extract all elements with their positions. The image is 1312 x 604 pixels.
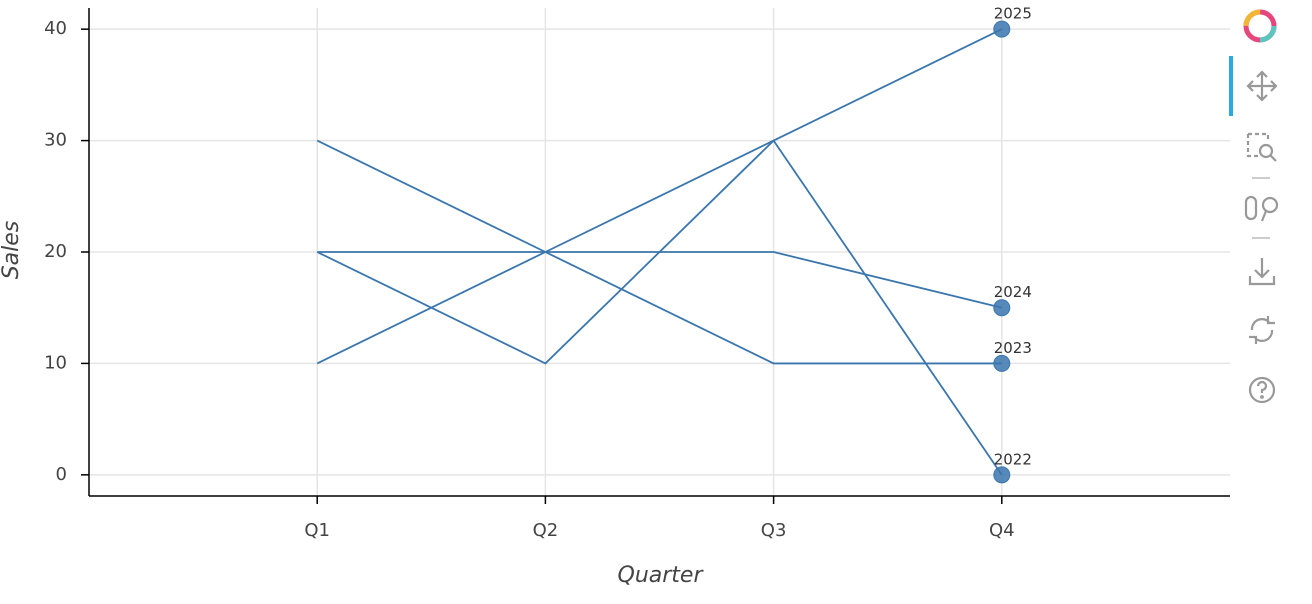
x-axis-title: Quarter: [618, 563, 705, 588]
box-zoom-tool[interactable]: [1246, 132, 1277, 162]
end-point: [993, 20, 1011, 38]
end-label: 2022: [994, 450, 1032, 468]
y-tick-label: 10: [44, 352, 67, 373]
help-tool[interactable]: [1248, 376, 1276, 404]
y-tick-label: 40: [44, 18, 67, 39]
x-tick-label: Q4: [989, 520, 1015, 541]
series-line: [317, 251, 1003, 309]
x-tick-label: Q1: [304, 520, 330, 541]
save-tool[interactable]: [1248, 258, 1276, 286]
end-point: [993, 466, 1011, 484]
toolbar-active-indicator: [1229, 56, 1233, 116]
y-tick-label: 30: [44, 130, 67, 151]
pan-tool[interactable]: [1246, 70, 1278, 102]
x-tick-label: Q2: [533, 520, 559, 541]
wheel-zoom-tool[interactable]: [1244, 195, 1279, 222]
series-line: [316, 28, 1003, 365]
y-tick-label: 0: [56, 464, 67, 485]
end-label: 2024: [994, 283, 1032, 301]
end-point: [993, 299, 1011, 317]
end-label: 2023: [994, 339, 1032, 357]
x-tick-label: Q3: [761, 520, 787, 541]
bokeh-logo[interactable]: [1243, 9, 1277, 43]
end-point: [993, 354, 1011, 372]
end-label: 2025: [994, 5, 1032, 23]
y-tick-label: 20: [44, 241, 67, 262]
series-line: [316, 139, 1002, 365]
reset-tool[interactable]: [1249, 316, 1275, 344]
toolbar: [1229, 9, 1279, 404]
y-axis-title: Sales: [0, 221, 24, 280]
